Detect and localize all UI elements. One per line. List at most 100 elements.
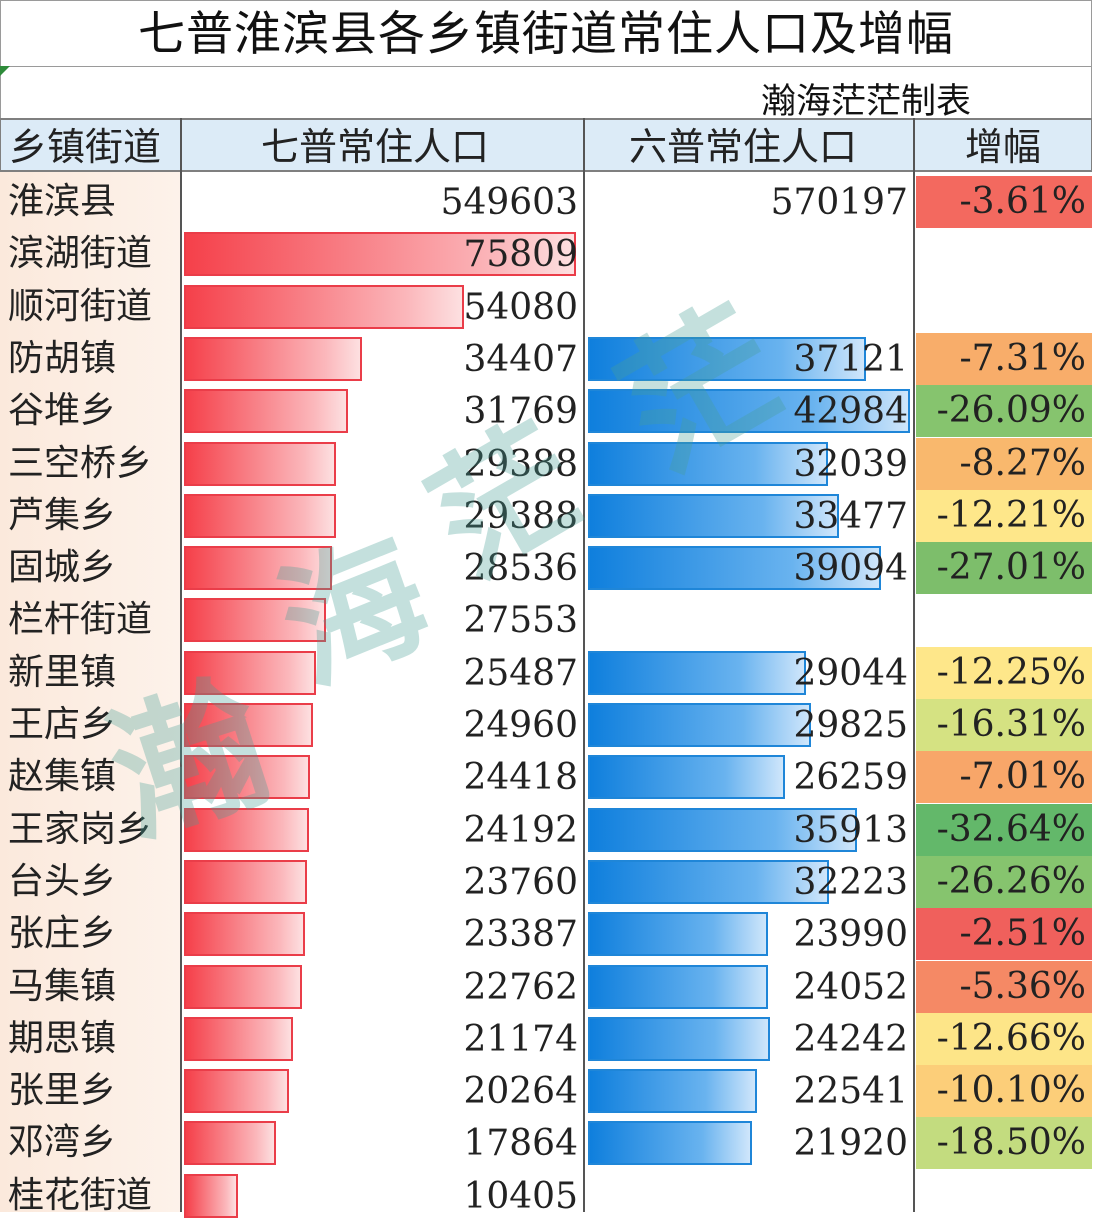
pop6-bar (588, 1069, 757, 1114)
row-name: 台头乡 (8, 860, 117, 902)
pop6-value: 39094 (793, 548, 908, 590)
name-column-background (0, 172, 180, 1212)
row-name: 三空桥乡 (8, 442, 153, 484)
pop7-bar (184, 807, 309, 852)
pop7-value: 10405 (463, 1175, 578, 1217)
header-name: 乡镇街道 (0, 118, 180, 172)
pop7-bar (184, 755, 310, 800)
table-row: 谷堆乡 31769 42984 -26.09% (0, 385, 1094, 438)
pop6-bar (588, 703, 811, 747)
pop7-value: 17864 (463, 1123, 578, 1165)
pop7-bar (184, 598, 326, 643)
pop6-bar (588, 1016, 770, 1061)
pop6-value: 42984 (793, 391, 908, 433)
growth-cell: -26.26% (916, 855, 1092, 908)
row-name: 栏杆街道 (8, 599, 153, 641)
pop7-bar (184, 441, 336, 486)
row-name: 马集镇 (8, 965, 117, 1007)
pop7-value: 75809 (463, 234, 578, 276)
pop7-bar (184, 964, 302, 1009)
row-name: 邓湾乡 (8, 1122, 117, 1164)
pop6-bar (588, 336, 866, 381)
growth-cell: -32.64% (916, 803, 1092, 856)
growth-cell: -27.01% (916, 542, 1092, 595)
pop7-bar (184, 859, 307, 904)
table-row: 张庄乡 23387 23990 -2.51% (0, 908, 1094, 961)
pop7-value: 20264 (463, 1071, 578, 1113)
pop6-value: 26259 (793, 757, 908, 799)
table-row: 防胡镇 34407 37121 -7.31% (0, 332, 1094, 385)
pop7-bar (184, 703, 313, 747)
pop6-value: 29825 (793, 705, 908, 746)
pop7-value: 23387 (463, 914, 578, 956)
row-name: 防胡镇 (8, 337, 117, 379)
growth-cell: -8.27% (916, 437, 1092, 490)
pop7-value: 29388 (463, 443, 578, 485)
pop6-bar (588, 389, 910, 434)
pop7-bar (184, 284, 464, 329)
sheet-title: 七普淮滨县各乡镇街道常住人口及增幅 (0, 0, 1092, 66)
row-name: 谷堆乡 (8, 390, 117, 432)
pop7-bar (184, 389, 348, 434)
growth-cell: -10.10% (916, 1065, 1092, 1118)
table-row: 三空桥乡 29388 32039 -8.27% (0, 437, 1094, 490)
pop6-value: 35913 (793, 809, 908, 851)
row-name: 王家岗乡 (8, 808, 153, 850)
pop6-bar (588, 1121, 752, 1166)
pop6-value: 24052 (793, 966, 908, 1008)
pop6-bar (588, 650, 806, 695)
pop6-bar (588, 964, 768, 1009)
pop7-bar (184, 912, 305, 957)
table-row: 新里镇 25487 29044 -12.25% (0, 646, 1094, 699)
pop6-value: 29044 (793, 652, 908, 694)
pop6-bar (588, 546, 881, 591)
row-name: 赵集镇 (8, 756, 117, 798)
pop7-bar (184, 650, 316, 695)
pop6-bar (588, 912, 768, 957)
row-name: 淮滨县 (8, 181, 117, 222)
pop7-value: 54080 (463, 286, 578, 328)
row-name: 芦集乡 (8, 494, 117, 536)
pop7-value: 549603 (440, 182, 578, 223)
growth-cell (916, 228, 1092, 281)
pop6-value: 32223 (793, 861, 908, 903)
pop7-value: 22762 (463, 966, 578, 1008)
credit-row: 瀚海茫茫制表 (0, 66, 1092, 122)
header-pop7: 七普常住人口 (180, 118, 584, 172)
growth-cell (916, 1169, 1092, 1222)
header-growth: 增幅 (914, 118, 1092, 172)
pop7-bar (184, 336, 362, 381)
pop7-bar (184, 1173, 238, 1218)
pop6-value: 21920 (793, 1123, 908, 1165)
header-pop6: 六普常住人口 (584, 118, 914, 172)
pop7-value: 27553 (463, 600, 578, 642)
table-row: 固城乡 28536 39094 -27.01% (0, 542, 1094, 595)
growth-cell: -12.66% (916, 1012, 1092, 1065)
table-row: 王家岗乡 24192 35913 -32.64% (0, 803, 1094, 856)
pop7-value: 23760 (463, 861, 578, 903)
pop6-value: 22541 (793, 1071, 908, 1113)
growth-cell: -16.31% (916, 699, 1092, 751)
row-name: 期思镇 (8, 1017, 117, 1059)
table-row: 芦集乡 29388 33477 -12.21% (0, 489, 1094, 542)
pop7-bar (184, 1121, 276, 1166)
credit-label: 瀚海茫茫制表 (760, 82, 971, 122)
pop7-value: 24960 (463, 705, 578, 746)
row-name: 固城乡 (8, 547, 117, 589)
table-row: 马集镇 22762 24052 -5.36% (0, 960, 1094, 1013)
table-row: 桂花街道 10405 (0, 1169, 1094, 1222)
row-name: 顺河街道 (8, 285, 153, 327)
growth-cell: -7.31% (916, 332, 1092, 385)
pop7-value: 24418 (463, 757, 578, 799)
table-row: 台头乡 23760 32223 -26.26% (0, 855, 1094, 908)
pop6-bar (588, 493, 839, 538)
pop6-value: 570197 (770, 182, 908, 223)
pop7-bar (184, 493, 336, 538)
pop6-value: 32039 (793, 443, 908, 485)
table-row: 邓湾乡 17864 21920 -18.50% (0, 1117, 1094, 1170)
column-divider (583, 118, 585, 1212)
growth-cell: -26.09% (916, 385, 1092, 438)
row-name: 新里镇 (8, 651, 117, 693)
table-row: 王店乡 24960 29825 -16.31% (0, 699, 1094, 751)
